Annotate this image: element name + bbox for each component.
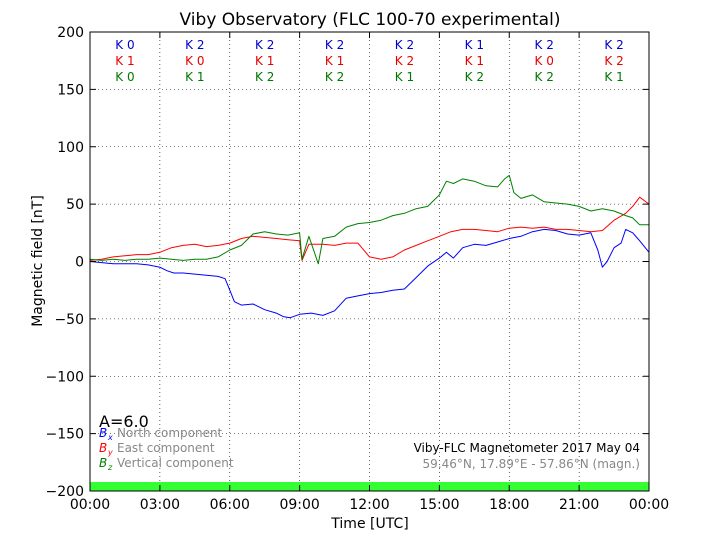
y-tick-label: 150 [57,82,84,98]
grid [90,32,649,491]
y-tick-label: −100 [46,369,84,385]
x-tick-label: 00:00 [629,497,669,513]
x-tick-label: 15:00 [419,497,459,513]
k-index-label: K 1 [185,70,204,84]
k-index-label: K 2 [255,70,274,84]
series-line-east-component [89,196,650,261]
k-index-label: K 0 [535,54,554,68]
legend-label: North component [117,426,223,440]
x-tick-label: 21:00 [559,497,599,513]
legend-symbol: B [99,426,107,440]
x-tick-label: 00:00 [70,497,110,513]
k-index-label: K 2 [535,70,554,84]
x-tick-label: 18:00 [489,497,529,513]
y-tick-label: 100 [57,140,84,156]
legend-symbol: B [99,441,107,455]
k-index-label: K 2 [395,54,414,68]
k-index-label: K 2 [325,38,344,52]
k-index-label: K 0 [115,70,134,84]
y-axis-label: Magnetic field [nT] [30,195,46,327]
k-index-label: K 2 [465,70,484,84]
series-line-north-component [89,228,650,319]
k-index-label: K 2 [604,54,623,68]
k-index-label: K 2 [535,38,554,52]
legend-subscript: z [107,463,113,472]
y-tick-label: 0 [75,255,84,271]
k-index-labels: K 0 K 2 K 2 K 2 K 2 K 1 K 2 K 2 K 1 K 0 K 1 K 1 K 2 K… [115,38,623,84]
series-layer [89,174,650,319]
x-tick-label: 12:00 [349,497,389,513]
x-tick-label: 06:00 [210,497,250,513]
k-index-label: K 0 [115,38,134,52]
plot-frame [89,31,650,492]
k-index-label: K 1 [465,38,484,52]
x-axis-ticks: 00:00 03:00 06:00 09:00 12:00 15:00 18:00 21:00… [70,32,669,513]
y-tick-label: −150 [46,427,84,443]
k-index-label: K 1 [465,54,484,68]
k-index-label: K 1 [325,54,344,68]
legend-label: Vertical component [117,456,234,470]
series-line-vertical-component [89,174,649,265]
k-index-label: K 2 [255,38,274,52]
k-index-label: K 1 [255,54,274,68]
annotation-coordinates: 59.46°N, 17.89°E - 57.86°N (magn.) [423,457,640,471]
y-tick-label: −50 [54,312,84,328]
legend-subscript: x [107,433,113,442]
y-tick-label: 50 [66,197,84,213]
k-index-label: K 2 [185,38,204,52]
a-index-label: A=6.0 [99,412,149,431]
k-index-label: K 0 [185,54,204,68]
k-index-label: K 2 [325,70,344,84]
legend-subscript: y [107,448,113,457]
k-index-label: K 1 [395,70,414,84]
x-tick-label: 03:00 [140,497,180,513]
chart-title: Viby Observatory (FLC 100-70 experimenta… [180,10,561,30]
k-index-label: K 1 [604,70,623,84]
k-index-label: K 2 [395,38,414,52]
y-axis-ticks: 200 150 100 50 0 −50 −100 −150 −200 [46,25,649,500]
k-index-label: K 2 [604,38,623,52]
x-axis-label: Time [UTC] [330,516,408,532]
y-tick-label: 200 [57,25,84,41]
legend-symbol: B [99,456,107,470]
k-index-label: K 1 [115,54,134,68]
annotation-magnetometer: Viby-FLC Magnetometer 2017 May 04 [414,441,640,455]
legend-label: East component [117,441,215,455]
y-tick-label: −200 [46,484,84,500]
x-tick-label: 09:00 [279,497,319,513]
